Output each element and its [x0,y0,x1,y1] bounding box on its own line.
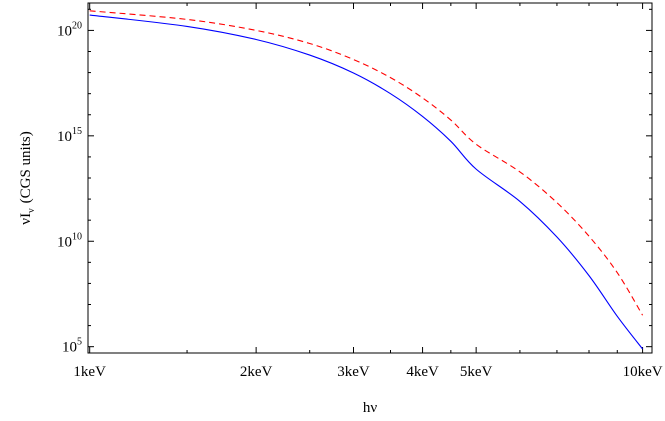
y-axis-label-units: (CGS units) [18,131,34,203]
x-tick-label: 5keV [460,364,493,380]
y-tick-label: 1015 [57,126,82,145]
plot-frame [87,2,653,354]
y-tick-labels: 105 1010 1015 1020 [57,20,82,355]
x-tick-labels: 1keV 2keV 3keV 4keV 5keV 10keV [73,364,662,380]
series-line-1 [89,14,644,350]
x-tick-label: 4keV [406,364,439,380]
y-tick-label: 105 [62,337,82,356]
x-tick-label: 3keV [337,364,370,380]
x-tick-label: 10keV [623,364,663,380]
y-axis-label-subscript: ν [26,208,37,213]
y-axis-label: νIν (CGS units) [18,131,37,224]
x-tick-label: 1keV [73,364,106,380]
series-line-2 [89,10,644,316]
y-axis-label-main: νI [18,213,34,225]
y-tick-label: 1010 [57,231,82,250]
series-layer [89,10,644,350]
y-tick-label: 1020 [57,20,82,39]
axis-ticks [88,3,652,353]
x-tick-label: 2keV [240,364,273,380]
x-axis-label: hν [363,400,378,416]
